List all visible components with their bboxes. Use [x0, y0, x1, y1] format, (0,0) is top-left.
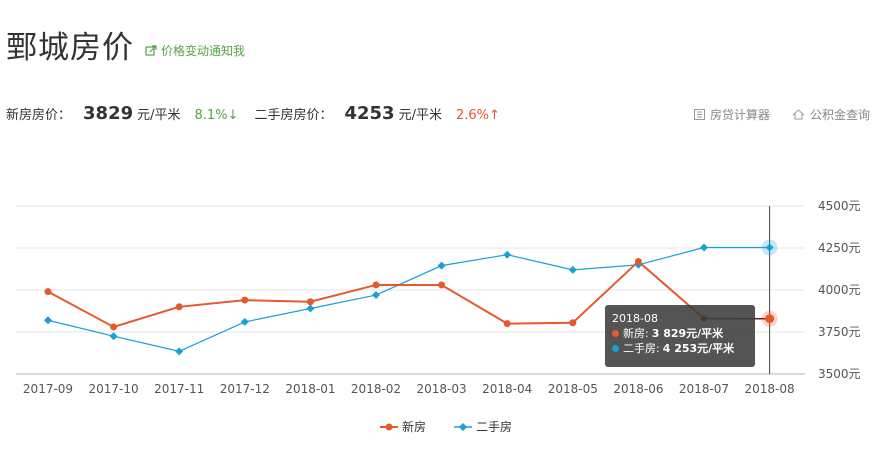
data-point-second	[700, 243, 708, 252]
data-point-new	[569, 319, 577, 327]
y-tick-label: 3500元	[818, 367, 861, 381]
data-point-second	[372, 291, 380, 300]
legend-second-label: 二手房	[476, 420, 513, 434]
x-tick-label: 2017-10	[89, 382, 139, 396]
x-tick-label: 2018-08	[745, 382, 795, 396]
data-point-second	[765, 243, 774, 252]
data-point-new	[110, 323, 118, 331]
tooltip-new-row: 新房: 3 829元/平米	[612, 326, 755, 341]
second-price-value: 4253	[344, 103, 395, 124]
y-tick-label: 4000元	[818, 283, 861, 297]
tooltip-new-value: 3 829元/平米	[651, 327, 724, 340]
legend-new-marker	[379, 423, 398, 430]
series-line-second	[47, 246, 770, 352]
data-point-new	[634, 257, 642, 265]
data-point-new	[44, 288, 52, 296]
housing-fund-link[interactable]: 公积金查询	[792, 106, 870, 123]
data-point-new	[175, 303, 183, 311]
x-tick-label: 2018-04	[482, 382, 532, 396]
chart-legend: 新房 二手房	[0, 418, 892, 435]
y-tick-label: 4500元	[818, 199, 861, 213]
data-point-second	[240, 317, 249, 326]
new-price-change: 8.1%↓	[194, 108, 239, 123]
data-point-new	[306, 298, 314, 306]
data-point-new	[372, 281, 380, 289]
home-icon	[792, 109, 805, 120]
data-point-second	[306, 304, 315, 313]
x-tick-label: 2017-11	[154, 382, 204, 396]
data-point-second	[503, 250, 512, 259]
data-point-second	[437, 261, 446, 270]
loan-calculator-label: 房贷计算器	[709, 108, 770, 122]
data-point-new	[765, 314, 775, 324]
data-point-new	[503, 320, 511, 328]
y-tick-label: 4250元	[818, 241, 861, 255]
second-price-change: 2.6%↑	[455, 108, 500, 123]
tooltip-title: 2018-08	[612, 312, 658, 325]
legend-second-marker	[454, 422, 472, 431]
x-tick-label: 2017-09	[23, 382, 73, 396]
legend-item-new[interactable]: 新房	[379, 418, 426, 435]
second-price-unit: 元/平米	[398, 108, 442, 123]
data-point-new	[241, 296, 249, 304]
data-point-second	[109, 332, 118, 341]
loan-calculator-link[interactable]: 房贷计算器	[693, 106, 770, 123]
data-point-new	[438, 281, 446, 289]
new-price-label: 新房房价：	[6, 108, 72, 123]
data-point-second	[175, 347, 184, 356]
new-price-value: 3829	[83, 103, 134, 124]
housing-fund-label: 公积金查询	[809, 108, 870, 122]
page-title: 鄄城房价	[6, 30, 134, 66]
price-summary: 新房房价： 3829 元/平米 8.1%↓ 二手房房价： 4253 元/平米 2…	[6, 103, 500, 129]
tooltip-new-label: 新房:	[623, 327, 649, 340]
x-tick-label: 2017-12	[220, 382, 270, 396]
tools-bar: 房贷计算器 公积金查询	[693, 106, 870, 123]
external-link-icon	[145, 44, 157, 56]
x-tick-label: 2018-02	[351, 382, 401, 396]
legend-item-second[interactable]: 二手房	[454, 418, 512, 435]
data-point-second	[568, 265, 577, 274]
data-point-second	[44, 316, 52, 325]
legend-new-label: 新房	[401, 420, 426, 434]
tooltip-second-label: 二手房:	[623, 342, 660, 355]
x-tick-label: 2018-05	[548, 382, 598, 396]
x-tick-label: 2018-06	[613, 382, 663, 396]
price-change-notify-link[interactable]: 价格变动通知我	[145, 42, 245, 59]
chart-tooltip: 2018-08 新房: 3 829元/平米 二手房: 4 253元/平米	[605, 305, 755, 367]
tooltip-second-row: 二手房: 4 253元/平米	[612, 341, 755, 356]
tooltip-new-dot	[612, 330, 619, 337]
y-tick-label: 3750元	[818, 325, 861, 339]
price-trend-chart: 3500元 3750元 4000元 4250元 4500元 2017-09 2017-10 2…	[16, 199, 861, 396]
x-tick-label: 2018-01	[285, 382, 335, 396]
x-tick-label: 2018-07	[679, 382, 729, 396]
tooltip-second-dot	[612, 345, 619, 352]
second-price-label: 二手房房价：	[254, 108, 333, 123]
notify-label: 价格变动通知我	[161, 44, 246, 58]
x-tick-label: 2018-03	[417, 382, 467, 396]
calculator-icon	[693, 109, 705, 120]
tooltip-second-value: 4 253元/平米	[662, 342, 735, 355]
new-price-unit: 元/平米	[137, 108, 181, 123]
